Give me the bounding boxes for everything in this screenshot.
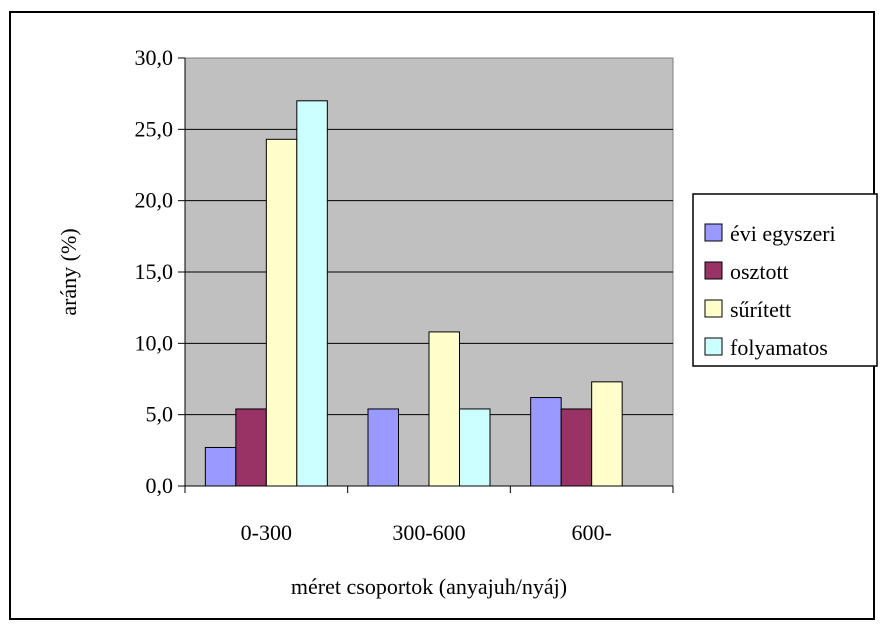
y-axis-title: arány (%)	[56, 228, 81, 315]
legend-swatch	[704, 261, 723, 280]
legend-swatch	[704, 299, 723, 318]
legend-label: osztott	[730, 259, 789, 284]
y-tick-label: 25,0	[135, 116, 174, 141]
x-tick-label: 0-300	[241, 520, 292, 545]
y-tick-label: 5,0	[146, 402, 174, 427]
bar	[296, 100, 328, 487]
y-tick-labels: 0,0 5,0 10,0 15,0 20,0 25,0 30,0	[135, 45, 185, 498]
y-tick-label: 30,0	[135, 45, 174, 70]
legend: évi egyszeri osztott sűrített folyamatos	[692, 193, 878, 367]
y-tick-label: 15,0	[135, 259, 174, 284]
bar	[367, 408, 399, 487]
bar	[235, 408, 267, 487]
legend-label: folyamatos	[730, 335, 828, 360]
legend-box	[692, 193, 878, 367]
legend-swatch	[704, 337, 723, 356]
x-tick-labels: 0-300 300-600 600-	[184, 486, 674, 545]
bar	[591, 381, 623, 487]
bar	[459, 408, 491, 487]
x-tick-label: 300-600	[392, 520, 465, 545]
bar	[265, 138, 298, 487]
legend-items: évi egyszeri osztott sűrített folyamatos	[704, 221, 836, 360]
x-tick-label: 600-	[572, 520, 612, 545]
bar	[560, 408, 593, 487]
y-tick-label: 20,0	[135, 188, 174, 213]
y-tick-label: 0,0	[146, 473, 174, 498]
x-axis-title: méret csoportok (anyajuh/nyáj)	[291, 574, 567, 599]
bar	[530, 397, 562, 487]
y-tick-label: 10,0	[135, 330, 174, 355]
legend-label: évi egyszeri	[730, 221, 836, 246]
legend-label: sűrített	[730, 297, 791, 322]
bar	[428, 331, 460, 487]
bar	[204, 446, 237, 487]
bars	[204, 100, 623, 487]
legend-swatch	[704, 223, 723, 242]
